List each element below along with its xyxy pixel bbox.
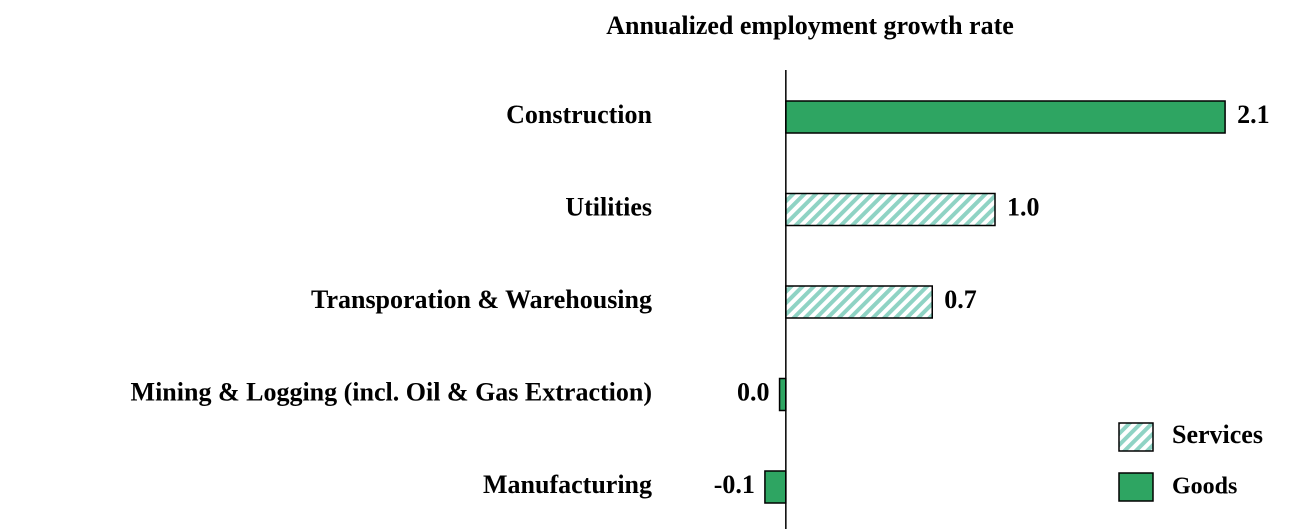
value-label: 2.1	[1237, 100, 1270, 129]
legend-label: Goods	[1172, 474, 1237, 500]
value-label: -0.1	[714, 470, 755, 499]
legend-swatch	[1118, 422, 1154, 452]
value-label: 1.0	[1007, 192, 1040, 221]
bar	[778, 377, 787, 412]
legend-label: Services	[1172, 420, 1263, 449]
bar	[764, 470, 787, 504]
bar	[785, 192, 996, 227]
category-label: Construction	[506, 100, 652, 129]
category-label: Manufacturing	[483, 470, 652, 499]
value-label: 0.7	[944, 285, 977, 314]
category-label: Mining & Logging (incl. Oil & Gas Extrac…	[131, 377, 652, 406]
value-label: 0.0	[737, 377, 770, 406]
legend-swatch	[1118, 472, 1154, 502]
category-label: Transporation & Warehousing	[311, 285, 652, 314]
category-label: Utilities	[565, 192, 652, 221]
chart-title: Annualized employment growth rate	[606, 11, 1014, 40]
bar	[785, 285, 933, 319]
bar	[785, 100, 1226, 134]
